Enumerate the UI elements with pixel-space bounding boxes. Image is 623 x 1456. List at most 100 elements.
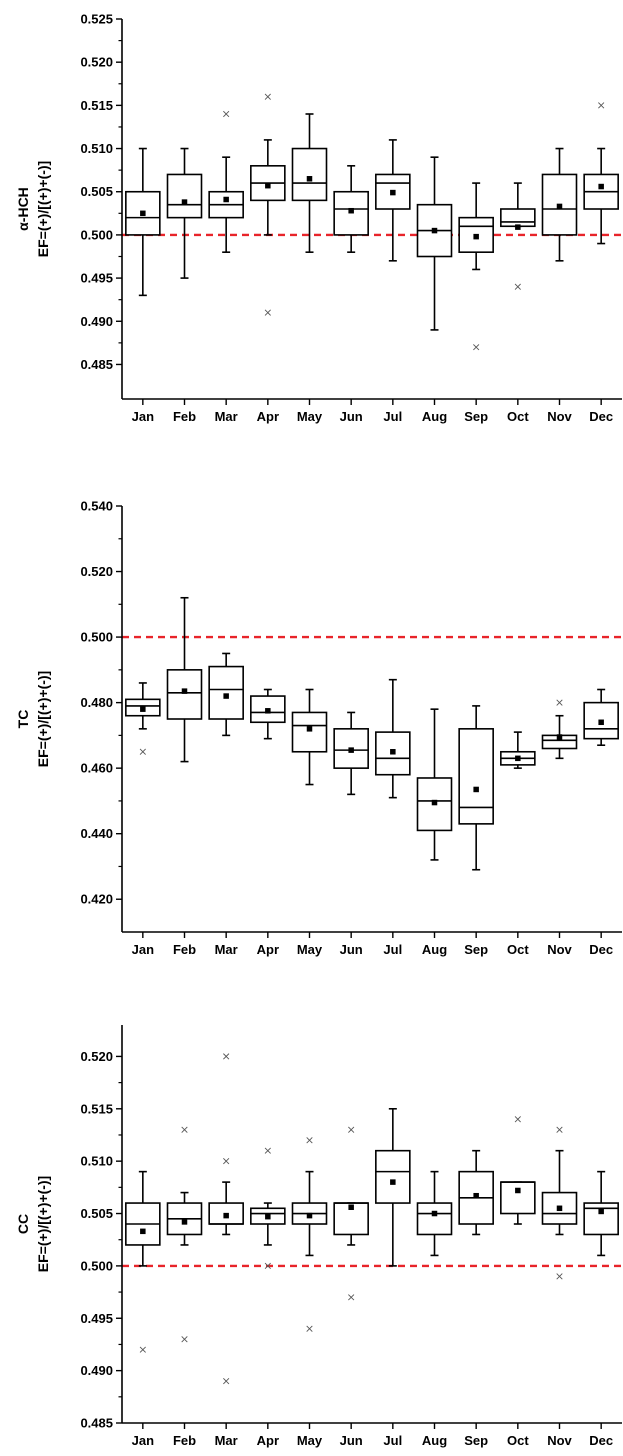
y-tick-label: 0.485 <box>80 1416 113 1431</box>
box-mar <box>208 652 244 737</box>
y-tick-label: 0.525 <box>80 12 113 27</box>
x-tick-label: Nov <box>547 1433 572 1448</box>
box-iqr <box>250 695 286 724</box>
outlier-stroke <box>556 1126 563 1133</box>
outlier-marker <box>306 1325 313 1332</box>
box-jun <box>333 711 369 796</box>
outlier-stroke <box>306 1325 313 1332</box>
outlier-marker <box>514 283 521 290</box>
y-tick-label: 0.490 <box>80 1363 113 1378</box>
x-tick-label: Oct <box>507 942 529 957</box>
box-oct <box>500 1116 536 1225</box>
outlier-stroke <box>514 1116 521 1123</box>
box-nov <box>541 699 578 760</box>
mean-marker <box>598 183 604 190</box>
y-tick-label: 0.520 <box>80 564 113 579</box>
outlier-stroke <box>181 1126 188 1133</box>
mean-marker <box>515 224 521 230</box>
chart-panel-2: 0.420 0.440 0.460 0.480 0.500 0.520 0.540 Jan Fe… <box>15 499 622 957</box>
mean-marker <box>473 233 479 240</box>
x-tick-label: Nov <box>547 942 572 957</box>
x-tick-label: Jul <box>383 1433 402 1448</box>
mean-marker <box>265 182 271 189</box>
y-axis-title-compound: CC <box>15 1214 31 1234</box>
x-tick-label: Mar <box>215 1433 238 1448</box>
mean-marker <box>223 693 229 699</box>
box-iqr <box>416 1202 453 1236</box>
x-tick-label: Jan <box>132 942 154 957</box>
outlier-marker <box>264 309 271 316</box>
mean-marker <box>556 734 563 740</box>
y-axis-title-compound: TC <box>15 710 31 729</box>
mean-marker <box>306 176 313 182</box>
outlier-marker <box>181 1126 188 1133</box>
y-tick-label: 0.500 <box>80 227 113 242</box>
box-aug <box>416 708 453 861</box>
outlier-stroke <box>223 1377 230 1385</box>
outlier-stroke <box>306 1137 313 1144</box>
outlier-stroke <box>473 344 480 351</box>
x-tick-label: Sep <box>464 409 488 424</box>
box-apr <box>250 688 286 740</box>
outlier-marker <box>264 1262 271 1270</box>
y-tick-label: 0.510 <box>80 141 113 156</box>
box-apr <box>250 1147 286 1270</box>
x-tick-label: Oct <box>507 409 529 424</box>
y-tick-label: 0.420 <box>80 892 113 907</box>
x-tick-label: Apr <box>257 409 279 424</box>
mean-marker <box>556 1205 563 1212</box>
box-jun <box>333 165 369 253</box>
y-axis-title-formula: EF=(+)/[(+)+(-)] <box>35 161 51 257</box>
box-sep <box>458 1149 494 1236</box>
outlier-stroke <box>139 1346 146 1353</box>
y-tick-label: 0.540 <box>80 499 113 514</box>
y-tick-label: 0.520 <box>80 55 113 70</box>
outlier-stroke <box>514 283 521 290</box>
y-tick-label: 0.440 <box>80 826 113 841</box>
mean-marker <box>348 747 354 753</box>
outlier-stroke <box>264 309 271 316</box>
mean-marker <box>431 1210 438 1217</box>
y-tick-label: 0.480 <box>80 695 113 710</box>
mean-marker <box>473 1192 479 1199</box>
x-tick-label: Jul <box>383 942 402 957</box>
x-tick-label: Sep <box>464 1433 488 1448</box>
outlier-stroke <box>348 1126 355 1133</box>
x-tick-label: Jan <box>132 409 154 424</box>
chart-panel-1: 0.485 0.490 0.495 0.500 0.505 0.510 0.515 0.520… <box>15 12 622 424</box>
box-mar <box>208 110 244 253</box>
mean-marker <box>390 1179 396 1185</box>
mean-marker <box>473 786 479 793</box>
box-iqr <box>208 665 244 720</box>
box-nov <box>541 147 578 262</box>
box-iqr <box>375 1149 411 1204</box>
x-tick-label: Mar <box>215 409 238 424</box>
outlier-stroke <box>181 1336 188 1343</box>
box-jul <box>375 678 411 799</box>
y-tick-label: 0.495 <box>80 1311 113 1326</box>
outlier-marker <box>556 1126 563 1133</box>
box-sep <box>458 182 494 351</box>
y-tick-label: 0.515 <box>80 1101 113 1116</box>
chart-panel-3: 0.485 0.490 0.495 0.500 0.505 0.510 0.515 0.520… <box>15 1025 622 1448</box>
box-may <box>291 113 328 253</box>
outlier-marker <box>556 1273 563 1280</box>
x-tick-label: Sep <box>464 942 488 957</box>
outlier-marker <box>264 93 271 100</box>
box-iqr <box>291 711 328 753</box>
y-tick-label: 0.520 <box>80 1049 113 1064</box>
outlier-stroke <box>556 699 563 706</box>
mean-marker <box>181 688 188 694</box>
x-tick-label: Mar <box>215 942 238 957</box>
box-jun <box>333 1126 369 1301</box>
x-tick-label: Aug <box>422 942 447 957</box>
x-tick-label: Nov <box>547 409 572 424</box>
box-jul <box>375 1107 411 1267</box>
mean-marker <box>265 1213 271 1220</box>
mean-marker <box>181 199 188 205</box>
x-tick-label: Jan <box>132 1433 154 1448</box>
outlier-stroke <box>223 1158 230 1165</box>
x-tick-label: May <box>297 409 323 424</box>
outlier-marker <box>139 748 146 755</box>
y-axis-title-formula: EF=(+)/[(+)+(-)] <box>35 1176 51 1272</box>
